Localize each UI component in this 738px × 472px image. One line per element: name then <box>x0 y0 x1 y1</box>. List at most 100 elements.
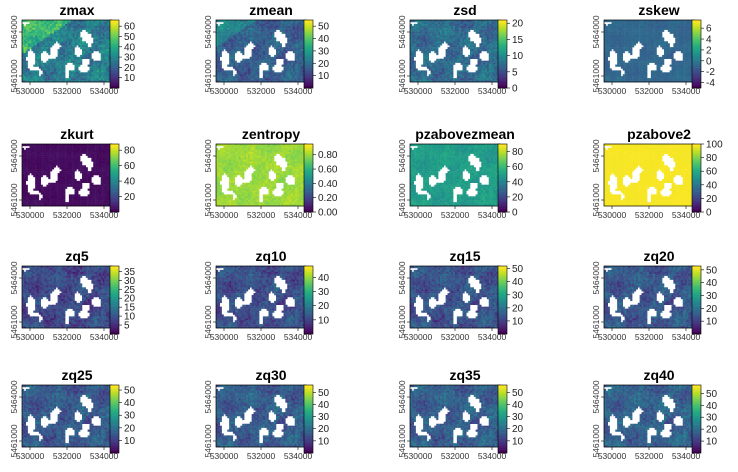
x-tick-label: 530000 <box>598 451 627 461</box>
legend-tick-label: 80 <box>706 153 718 164</box>
legend-tick-label: 60 <box>706 167 718 178</box>
x-tick-label: 532000 <box>247 210 276 220</box>
legend-tick-label: 50 <box>706 389 718 400</box>
x-tick-label: 532000 <box>247 86 276 96</box>
legend-tick-label: 20 <box>318 301 330 312</box>
panel-title: zq25 <box>61 367 92 383</box>
x-tick-label: 530000 <box>16 210 45 220</box>
y-tick-label: 5461000 <box>397 183 407 216</box>
x-tick-label: 532000 <box>635 86 664 96</box>
y-tick-label: 5464000 <box>203 139 213 172</box>
panel-title: zq40 <box>643 367 674 383</box>
legend-tick-label: 40 <box>512 277 524 288</box>
y-tick-label: 5464000 <box>397 380 407 413</box>
legend-tick-label: 20 <box>706 194 718 205</box>
y-tick-label: 5461000 <box>203 424 213 457</box>
y-tick-label: 5461000 <box>591 59 601 92</box>
legend-tick-label: 50 <box>512 388 524 399</box>
legend-tick-label: 40 <box>124 398 136 409</box>
y-tick-label: 5464000 <box>9 261 19 294</box>
legend-tick-label: 40 <box>318 400 330 411</box>
panel-title: zentropy <box>242 126 301 142</box>
legend-tick-label: 20 <box>124 423 136 434</box>
y-tick-label: 5461000 <box>591 424 601 457</box>
legend-tick-label: 10 <box>318 436 330 447</box>
legend-tick-label: 40 <box>124 42 136 53</box>
x-tick-label: 530000 <box>210 86 239 96</box>
legend-tick-label: 60 <box>124 22 136 33</box>
legend-tick-label: 4 <box>706 35 712 46</box>
legend-tick-label: 20 <box>512 192 524 203</box>
legend-colorbar: 0.000.200.400.600.80 <box>304 144 338 219</box>
legend-tick-label: 40 <box>706 401 718 412</box>
legend-tick-label: 20 <box>318 424 330 435</box>
panel-title: zq5 <box>65 248 89 264</box>
raster-cells <box>604 385 694 447</box>
legend-tick-label: 20 <box>512 424 524 435</box>
x-tick-label: 532000 <box>53 86 82 96</box>
x-tick-label: 530000 <box>16 451 45 461</box>
legend-tick-label: 30 <box>124 53 136 64</box>
legend-tick-label: 20 <box>124 63 136 74</box>
legend-tick-label: 50 <box>706 265 718 276</box>
legend-tick-label: 5 <box>512 67 518 78</box>
panel-title: zq15 <box>449 248 480 264</box>
legend-tick-label: 10 <box>124 73 136 84</box>
y-tick-label: 5461000 <box>9 183 19 216</box>
x-tick-label: 532000 <box>53 451 82 461</box>
x-tick-label: 532000 <box>441 86 470 96</box>
raster-cells <box>410 144 500 206</box>
legend-tick-label: 30 <box>512 412 524 423</box>
legend-tick-label: 50 <box>512 264 524 275</box>
x-tick-label: 532000 <box>635 332 664 342</box>
legend-tick-label: 15 <box>512 35 524 46</box>
y-tick-label: 5464000 <box>9 15 19 48</box>
legend-tick-label: 35 <box>124 267 136 278</box>
y-tick-label: 5464000 <box>397 15 407 48</box>
y-tick-label: 5461000 <box>591 183 601 216</box>
raster-cells <box>22 20 112 82</box>
legend-tick-label: 30 <box>318 412 330 423</box>
panel-title: pzabove2 <box>627 126 691 142</box>
legend-tick-label: 0.40 <box>318 179 338 190</box>
legend-tick-label: 0.20 <box>318 193 338 204</box>
raster-cells <box>410 385 500 447</box>
legend-tick-label: 60 <box>512 162 524 173</box>
x-tick-label: 530000 <box>210 210 239 220</box>
legend-tick-label: 0 <box>512 208 518 219</box>
y-tick-label: 5461000 <box>203 305 213 338</box>
legend-tick-label: 50 <box>124 32 136 43</box>
legend-tick-label: 40 <box>512 177 524 188</box>
x-tick-label: 530000 <box>598 210 627 220</box>
y-tick-label: 5464000 <box>9 139 19 172</box>
legend-tick-label: 10 <box>318 71 330 82</box>
x-tick-label: 530000 <box>598 86 627 96</box>
y-tick-label: 5461000 <box>397 424 407 457</box>
x-tick-label: 532000 <box>247 451 276 461</box>
x-tick-label: 530000 <box>404 86 433 96</box>
raster-cells <box>604 20 694 82</box>
legend-tick-label: 10 <box>512 436 524 447</box>
x-tick-label: 532000 <box>247 332 276 342</box>
y-tick-label: 5464000 <box>397 261 407 294</box>
y-tick-label: 5461000 <box>9 59 19 92</box>
legend-tick-label: 100 <box>706 140 723 151</box>
x-tick-label: 532000 <box>53 332 82 342</box>
legend-tick-label: 0 <box>512 84 518 95</box>
legend-tick-label: 30 <box>124 411 136 422</box>
raster-cells <box>604 266 694 328</box>
legend-tick-label: 10 <box>512 51 524 62</box>
